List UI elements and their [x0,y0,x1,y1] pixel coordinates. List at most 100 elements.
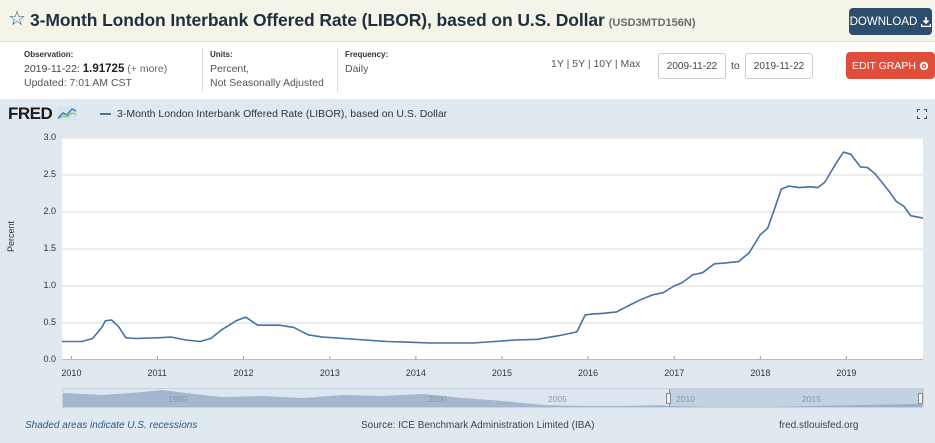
observation-block: Observation: 2019-11-22: 1.91725 (+ more… [24,50,167,90]
series-title-text: 3-Month London Interbank Offered Rate (L… [30,10,605,30]
y-tick-label: 0.5 [43,317,56,327]
range-separator: | [587,58,591,70]
units-line-1: Percent, [210,63,250,75]
data-point [652,294,654,296]
data-point [408,341,410,343]
x-tick-label: 2016 [577,368,598,378]
data-point [910,215,912,217]
end-date-input[interactable]: 2019-11-22 [745,53,813,79]
observation-value: 1.91725 [82,63,125,75]
data-point [221,329,223,331]
frequency-value: Daily [345,63,369,75]
data-point [185,339,187,341]
x-tick-label: 2011 [147,368,167,378]
range-selector: 1Y | 5Y | 10Y | Max [551,58,640,70]
recession-note[interactable]: Shaded areas indicate U.S. recessions [25,420,198,431]
site-url[interactable]: fred.stlouisfed.org [779,420,859,431]
updated-time: Updated: 7:01 AM CST [24,77,132,89]
observation-more-link[interactable]: (+ more) [127,63,168,75]
navigator-left-handle[interactable] [666,393,671,404]
range-navigator[interactable]: 1990 2000 2005 2010 2015 [62,388,924,408]
data-point [640,298,643,300]
data-point [364,339,366,341]
download-icon [921,16,932,27]
x-tick-label: 2014 [405,368,426,378]
data-point [788,185,790,187]
gear-icon [919,61,929,70]
data-point [850,153,852,155]
data-point [895,201,898,203]
series-title: 3-Month London Interbank Offered Rate (L… [30,10,696,31]
navigator-label-2010: 2010 [676,394,695,404]
edit-graph-label: EDIT GRAPH [852,59,916,72]
data-point [601,312,603,314]
data-point [748,252,750,254]
data-point [104,320,106,322]
data-point [590,313,592,315]
data-point [321,336,324,338]
frequency-label: Frequency: [345,50,389,59]
frequency-block: Frequency: Daily [345,50,388,76]
data-point [245,316,247,318]
x-tick-label: 2018 [750,368,771,378]
data-point [859,166,861,168]
navigator-right-handle[interactable] [918,393,923,404]
data-point [210,337,212,340]
range-10y[interactable]: 10Y [593,58,612,70]
data-point [386,340,388,343]
data-point [536,338,539,340]
range-1y[interactable]: 1Y [551,58,564,70]
navigator-selection[interactable]: 2010 2015 [669,389,924,407]
x-tick-label: 2019 [836,368,857,378]
edit-graph-button[interactable]: EDIT GRAPH [846,52,935,79]
y-tick-label: 2.0 [43,206,56,216]
data-point [881,181,883,183]
data-point [450,342,453,344]
range-max[interactable]: Max [620,58,641,70]
x-tick-label: 2015 [491,368,512,378]
x-tick-label: 2012 [233,368,254,378]
y-tick-label: 1.0 [43,280,56,290]
data-point [429,342,431,344]
download-button-label: DOWNLOAD [849,15,918,28]
data-point [472,342,474,344]
meta-divider [337,48,338,92]
y-tick-label: 3.0 [43,132,56,142]
data-point [156,337,159,339]
data-point [558,335,560,337]
data-point [673,285,675,287]
x-tick-label: 2010 [61,368,82,378]
data-point [584,314,586,316]
date-to-label: to [731,60,740,72]
data-point [738,261,740,263]
data-point [630,303,632,306]
units-block: Units: Percent, Not Seasonally Adjusted [210,50,324,90]
navigator-series [63,390,922,407]
navigator-label-1990: 1990 [168,394,187,404]
data-point [692,274,694,276]
star-outline-icon[interactable]: ☆ [8,8,26,30]
navigator-label-2005: 2005 [548,394,567,404]
data-point [874,172,876,175]
download-button[interactable]: DOWNLOAD [849,8,932,35]
range-5y[interactable]: 5Y [572,58,585,70]
fred-logo: FRED [8,104,77,124]
data-point [110,319,113,321]
data-point [494,340,496,343]
range-separator: | [614,58,618,70]
meta-divider [202,48,203,92]
data-point [759,234,761,236]
source-note: Source: ICE Benchmark Administration Lim… [361,420,595,431]
fred-logo-text: FRED [8,104,53,123]
legend-swatch [100,113,111,115]
data-point [101,326,103,328]
fullscreen-icon[interactable] [917,109,927,119]
series-line[interactable] [62,151,924,344]
data-point [681,282,683,284]
series-id: (USD3MTD156N) [608,17,696,29]
units-label: Units: [210,50,233,59]
data-point [515,339,517,341]
start-date-input[interactable]: 2009-11-22 [658,53,726,79]
data-point [235,320,237,322]
line-chart [61,137,924,361]
